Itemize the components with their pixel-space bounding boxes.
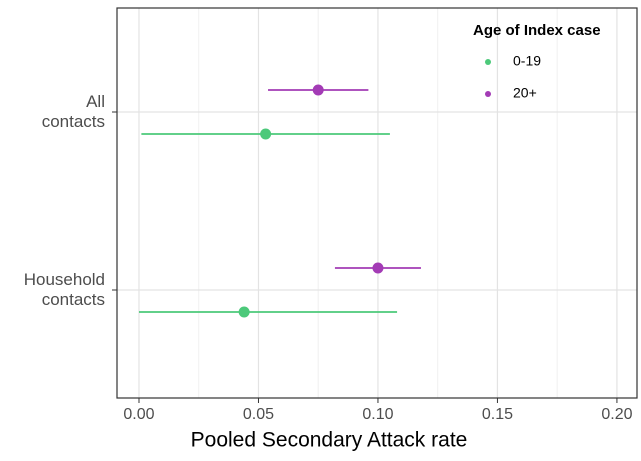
legend-marker	[485, 91, 491, 97]
legend-label: 0-19	[513, 53, 541, 69]
y-tick-label: Household contacts	[23, 270, 105, 309]
point	[372, 262, 384, 274]
point	[312, 84, 324, 96]
x-tick-label: 0.10	[362, 406, 393, 423]
x-tick-label: 0.05	[243, 406, 274, 423]
point	[238, 306, 250, 318]
legend-marker	[485, 59, 491, 65]
y-tick-label: All contacts	[41, 92, 105, 131]
legend-label: 20+	[513, 85, 537, 101]
panel-border	[116, 7, 638, 399]
x-tick-label: 0.00	[123, 406, 154, 423]
legend-title: Age of Index case	[473, 22, 601, 39]
x-tick-label: 0.20	[601, 406, 632, 423]
point	[260, 128, 272, 140]
x-tick-label: 0.15	[482, 406, 513, 423]
x-axis-title: Pooled Secondary Attack rate	[191, 429, 468, 452]
